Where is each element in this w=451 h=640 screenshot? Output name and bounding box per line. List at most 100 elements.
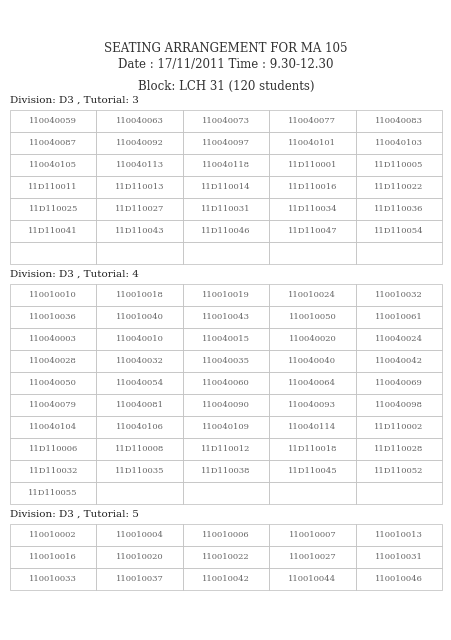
Bar — [96, 524, 182, 546]
Bar — [96, 110, 182, 132]
Text: Date : 17/11/2011 Time : 9.30-12.30: Date : 17/11/2011 Time : 9.30-12.30 — [118, 58, 333, 71]
Text: 110010020: 110010020 — [115, 553, 163, 561]
Text: 11D110047: 11D110047 — [287, 227, 336, 235]
Bar — [269, 220, 355, 242]
Text: 110040042: 110040042 — [374, 357, 422, 365]
Text: 110040118: 110040118 — [202, 161, 249, 169]
Bar — [182, 416, 269, 438]
Text: 11D110054: 11D110054 — [373, 227, 423, 235]
Bar — [182, 568, 269, 590]
Bar — [96, 198, 182, 220]
Text: 11D110031: 11D110031 — [201, 205, 250, 213]
Text: 11D110001: 11D110001 — [287, 161, 336, 169]
Bar — [269, 568, 355, 590]
Text: 110010031: 110010031 — [374, 553, 422, 561]
Text: 110040097: 110040097 — [202, 139, 249, 147]
Bar — [269, 328, 355, 350]
Bar — [96, 284, 182, 306]
Bar — [10, 438, 96, 460]
Bar — [10, 284, 96, 306]
Text: 11D110038: 11D110038 — [201, 467, 250, 475]
Bar — [269, 154, 355, 176]
Text: 11D110043: 11D110043 — [115, 227, 164, 235]
Text: 11D110046: 11D110046 — [201, 227, 250, 235]
Text: 110010033: 110010033 — [29, 575, 77, 583]
Bar — [355, 460, 441, 482]
Bar — [10, 198, 96, 220]
Text: 11D110045: 11D110045 — [287, 467, 336, 475]
Bar — [96, 546, 182, 568]
Bar — [10, 306, 96, 328]
Bar — [96, 460, 182, 482]
Bar — [182, 524, 269, 546]
Bar — [182, 460, 269, 482]
Text: 110010043: 110010043 — [202, 313, 249, 321]
Bar — [10, 524, 96, 546]
Text: 110040060: 110040060 — [202, 379, 249, 387]
Bar — [269, 350, 355, 372]
Text: SEATING ARRANGEMENT FOR MA 105: SEATING ARRANGEMENT FOR MA 105 — [104, 42, 347, 55]
Text: 110040054: 110040054 — [115, 379, 163, 387]
Bar — [182, 154, 269, 176]
Bar — [10, 154, 96, 176]
Bar — [10, 482, 96, 504]
Bar — [10, 328, 96, 350]
Bar — [96, 154, 182, 176]
Text: 110040098: 110040098 — [374, 401, 422, 409]
Bar — [182, 220, 269, 242]
Text: 110040003: 110040003 — [29, 335, 77, 343]
Bar — [269, 546, 355, 568]
Bar — [10, 350, 96, 372]
Bar — [96, 306, 182, 328]
Text: 110040063: 110040063 — [115, 117, 163, 125]
Bar — [182, 328, 269, 350]
Bar — [96, 328, 182, 350]
Bar — [355, 416, 441, 438]
Bar — [182, 438, 269, 460]
Text: 110010016: 110010016 — [29, 553, 77, 561]
Bar — [269, 524, 355, 546]
Text: 11D110055: 11D110055 — [28, 489, 78, 497]
Text: 110010010: 110010010 — [29, 291, 77, 299]
Text: 110040059: 110040059 — [29, 117, 77, 125]
Bar — [355, 154, 441, 176]
Text: 110040103: 110040103 — [374, 139, 422, 147]
Text: 110040092: 110040092 — [115, 139, 163, 147]
Bar — [96, 176, 182, 198]
Bar — [10, 372, 96, 394]
Text: 110040077: 110040077 — [288, 117, 336, 125]
Text: 110010019: 110010019 — [202, 291, 249, 299]
Text: 110010061: 110010061 — [374, 313, 422, 321]
Bar — [182, 546, 269, 568]
Bar — [10, 568, 96, 590]
Bar — [355, 176, 441, 198]
Text: 110040028: 110040028 — [29, 357, 77, 365]
Text: 110040064: 110040064 — [288, 379, 336, 387]
Text: 110010006: 110010006 — [202, 531, 249, 539]
Bar — [182, 306, 269, 328]
Text: 11D110014: 11D110014 — [201, 183, 250, 191]
Text: 11D110041: 11D110041 — [28, 227, 78, 235]
Text: 110010018: 110010018 — [115, 291, 163, 299]
Text: 110040109: 110040109 — [202, 423, 249, 431]
Bar — [355, 132, 441, 154]
Bar — [355, 110, 441, 132]
Text: 11D110005: 11D110005 — [373, 161, 423, 169]
Text: 11D110002: 11D110002 — [373, 423, 423, 431]
Bar — [269, 416, 355, 438]
Bar — [182, 284, 269, 306]
Text: 11D110013: 11D110013 — [115, 183, 164, 191]
Text: 110010046: 110010046 — [374, 575, 422, 583]
Bar — [96, 416, 182, 438]
Bar — [355, 350, 441, 372]
Bar — [182, 110, 269, 132]
Bar — [269, 394, 355, 416]
Bar — [269, 110, 355, 132]
Text: 110010044: 110010044 — [288, 575, 336, 583]
Bar — [355, 198, 441, 220]
Bar — [96, 394, 182, 416]
Text: 110040020: 110040020 — [288, 335, 336, 343]
Bar — [10, 460, 96, 482]
Bar — [355, 482, 441, 504]
Bar — [10, 176, 96, 198]
